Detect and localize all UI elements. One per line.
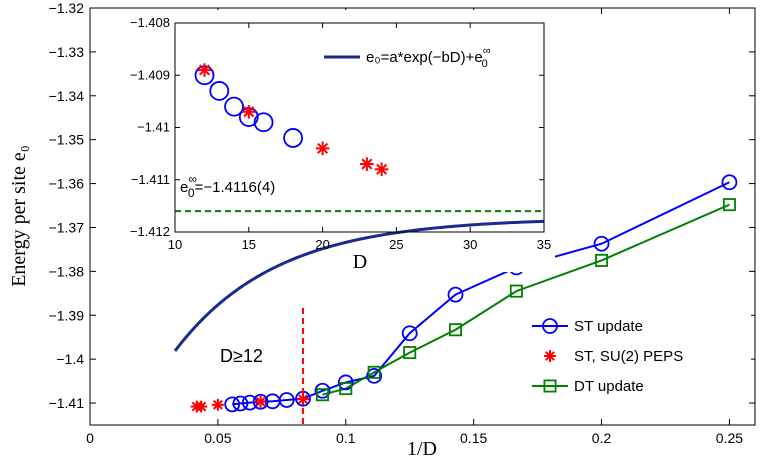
main-point-square	[339, 382, 353, 396]
inset-chart: 10 15 20 25 30 35 −1.412 −1.411 −1.41 −1.409 −1.40…	[110, 10, 555, 352]
main-ytick-label: −1.4	[56, 351, 84, 367]
legend-label: DT update	[574, 378, 644, 395]
main-point-circle	[252, 393, 269, 410]
main-xtick-label: 0.05	[204, 430, 231, 446]
legend-marker-square	[543, 379, 557, 393]
main-point-square	[595, 253, 609, 267]
main-ytick-label: −1.34	[49, 88, 85, 104]
main-point-asterisk	[254, 395, 267, 408]
inset-xtick-label: 35	[537, 237, 551, 252]
inset-point-circle	[209, 81, 230, 101]
main-point-asterisk	[190, 400, 203, 413]
inset-xtick-label: 25	[389, 237, 403, 252]
main-ytick-label: −1.33	[49, 44, 85, 60]
legend-label: ST update	[574, 318, 643, 335]
main-axis-ticks	[89, 7, 755, 425]
main-xtick-label: 0.15	[460, 430, 487, 446]
main-xtick-label: 0.1	[336, 430, 356, 446]
legend-entry: DT update	[532, 378, 644, 395]
main-ytick-label: −1.38	[49, 263, 85, 279]
inset-point-asterisk	[242, 105, 256, 119]
inset-annotation: e∞ 0=−1.4116(4)	[180, 172, 275, 200]
main-point-square	[509, 284, 523, 298]
main-ytick-label: −1.32	[49, 0, 85, 16]
main-point-square	[403, 346, 417, 360]
inset-xtick-label: 15	[242, 237, 256, 252]
main-legend: ST update ST, SU(2) PEPS DT update	[527, 308, 751, 400]
main-point-square	[367, 365, 381, 379]
main-point-circle	[314, 382, 331, 399]
main-ytick-label: −1.37	[49, 219, 85, 235]
main-point-circle	[366, 367, 383, 384]
threshold-annotation: D≥12	[220, 346, 263, 366]
legend-entry: ST update	[532, 318, 643, 335]
main-point-square	[722, 198, 736, 212]
main-plot-frame	[89, 7, 756, 426]
legend-marker-circle	[542, 318, 558, 334]
main-point-circle	[593, 235, 610, 252]
main-ylabel: Energy per site e₀	[8, 145, 30, 287]
main-chart: 0 0.05 0.1 0.15 0.2 0.25 −1.41 −1.4 −1.39 −1.38 −1…	[8, 0, 756, 460]
main-point-circle	[224, 396, 241, 413]
inset-xtick-label: 20	[315, 237, 329, 252]
inset-point-asterisk	[197, 63, 212, 77]
inset-xtick-label: 30	[463, 237, 477, 252]
main-point-circle	[447, 286, 464, 303]
inset-legend-label: e₀=a*exp(−bD)+e∞ 0	[366, 45, 491, 70]
inset-xlabel: D	[353, 251, 367, 273]
inset-point-circle	[253, 112, 274, 133]
main-point-circle	[337, 374, 354, 391]
main-ytick-label: −1.35	[49, 132, 85, 148]
inset-ytick-label: −1.411	[131, 172, 170, 187]
inset-ytick-label: −1.408	[130, 15, 170, 30]
main-xlabel: 1/D	[407, 438, 437, 460]
main-tick-labels: 0 0.05 0.1 0.15 0.2 0.25 −1.41 −1.4 −1.39 −1.38 −1…	[49, 0, 744, 446]
main-xtick-label: 0.25	[716, 430, 743, 446]
inset-point-asterisk	[374, 162, 389, 177]
inset-legend: e₀=a*exp(−bD)+e∞ 0	[318, 40, 540, 74]
inset-xtick-label: 10	[168, 237, 182, 252]
main-point-asterisk	[211, 398, 224, 411]
inset-point-asterisk	[315, 141, 330, 156]
legend-entry: ST, SU(2) PEPS	[544, 348, 683, 365]
inset-point-circle	[283, 128, 303, 148]
main-point-circle	[721, 174, 738, 191]
main-point-circle	[401, 325, 418, 342]
main-markers-layer	[190, 174, 738, 413]
inset-plot-frame	[174, 22, 545, 233]
inset-ytick-label: −1.409	[130, 67, 170, 82]
main-ytick-label: −1.41	[49, 395, 85, 411]
inset-ytick-label: −1.41	[137, 120, 170, 135]
main-point-square	[315, 388, 329, 402]
main-point-circle	[232, 395, 249, 412]
inset-series-layer	[173, 63, 545, 352]
main-ytick-label: −1.36	[49, 176, 85, 192]
legend-label: ST, SU(2) PEPS	[574, 348, 683, 365]
main-xtick-label: 0.2	[592, 430, 612, 446]
main-xtick-label: 0	[86, 430, 94, 446]
main-ytick-label: −1.39	[49, 307, 85, 323]
main-point-square	[448, 323, 462, 337]
inset-fit-curve	[173, 219, 545, 352]
inset-tick-labels: 10 15 20 25 30 35 −1.412 −1.411 −1.41 −1.409 −1.40…	[130, 15, 551, 252]
inset-point-asterisk	[360, 157, 374, 171]
inset-point-circle	[224, 96, 244, 117]
inset-ytick-label: −1.412	[130, 224, 170, 239]
legend-marker-asterisk	[544, 350, 556, 362]
